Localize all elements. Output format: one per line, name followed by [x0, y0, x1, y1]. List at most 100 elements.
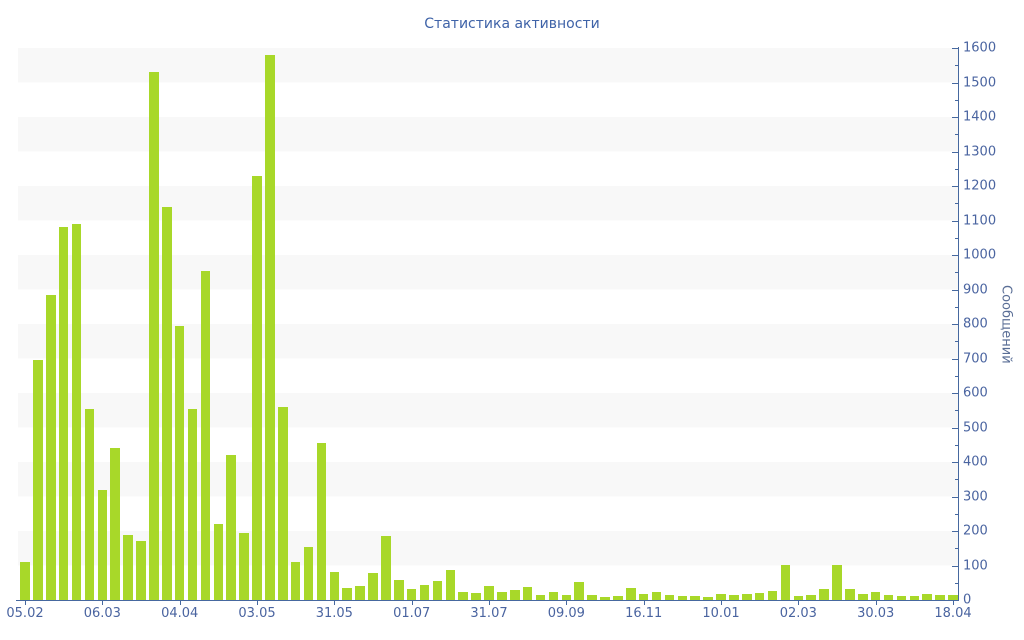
- bar[interactable]: [161, 206, 172, 600]
- bar[interactable]: [136, 540, 146, 600]
- bar[interactable]: [509, 589, 520, 600]
- bar[interactable]: [754, 593, 765, 600]
- bar[interactable]: [600, 596, 610, 600]
- bar[interactable]: [252, 175, 262, 600]
- y-tick-label: 500: [963, 420, 988, 435]
- bar[interactable]: [239, 532, 249, 600]
- y-tick-label: 400: [963, 454, 988, 470]
- y-tick-label: 1100: [963, 213, 997, 228]
- y-major-tick: [952, 358, 958, 360]
- bar[interactable]: [767, 590, 778, 600]
- bar[interactable]: [84, 408, 95, 600]
- bar[interactable]: [522, 586, 533, 600]
- y-tick-label: 1400: [963, 109, 997, 125]
- bar[interactable]: [870, 591, 881, 600]
- bar[interactable]: [174, 325, 185, 600]
- bar[interactable]: [419, 585, 430, 600]
- bar[interactable]: [20, 562, 30, 600]
- bar[interactable]: [883, 595, 894, 600]
- y-tick-label: 800: [963, 316, 988, 332]
- bar[interactable]: [677, 595, 688, 600]
- x-tick-label: 06.03: [83, 606, 121, 621]
- plot-area: [18, 48, 958, 600]
- bar[interactable]: [935, 594, 945, 600]
- y-major-tick: [952, 82, 958, 84]
- bar[interactable]: [948, 595, 958, 600]
- bar[interactable]: [535, 594, 546, 600]
- bar[interactable]: [265, 54, 275, 600]
- y-tick-label: 700: [963, 351, 988, 366]
- bar[interactable]: [368, 572, 378, 600]
- y-major-tick: [952, 427, 958, 429]
- y-minor-tick: [955, 134, 958, 136]
- bar[interactable]: [832, 564, 842, 600]
- bar[interactable]: [729, 594, 739, 600]
- bar[interactable]: [381, 535, 391, 600]
- bar[interactable]: [613, 596, 623, 600]
- bar[interactable]: [922, 594, 933, 600]
- bar[interactable]: [638, 593, 649, 600]
- bar[interactable]: [741, 594, 752, 600]
- x-tick: [643, 601, 645, 605]
- bar[interactable]: [290, 562, 301, 600]
- y-major-tick: [952, 393, 958, 394]
- bar[interactable]: [471, 593, 481, 600]
- bar[interactable]: [857, 594, 868, 600]
- bar[interactable]: [587, 594, 597, 600]
- bar[interactable]: [33, 360, 43, 600]
- bar[interactable]: [432, 580, 443, 600]
- bar[interactable]: [445, 570, 456, 600]
- x-tick: [179, 601, 181, 605]
- bar[interactable]: [780, 564, 791, 600]
- y-major-tick: [952, 48, 958, 49]
- bar[interactable]: [123, 534, 133, 600]
- bar[interactable]: [793, 595, 804, 600]
- y-minor-tick: [955, 65, 958, 67]
- y-axis-title: Сообщений: [998, 284, 1014, 364]
- bar[interactable]: [458, 591, 469, 600]
- bar[interactable]: [497, 592, 507, 600]
- bar[interactable]: [651, 592, 662, 600]
- y-tick-label: 1300: [963, 144, 997, 159]
- x-tick: [953, 601, 954, 605]
- bar[interactable]: [342, 588, 353, 600]
- bar[interactable]: [355, 585, 365, 600]
- x-tick: [566, 601, 568, 605]
- bar[interactable]: [664, 594, 675, 600]
- bar[interactable]: [561, 594, 572, 600]
- bar[interactable]: [896, 595, 907, 600]
- bar[interactable]: [149, 72, 159, 600]
- bar[interactable]: [548, 592, 559, 600]
- bar[interactable]: [625, 587, 636, 600]
- bar[interactable]: [845, 589, 855, 600]
- bar[interactable]: [226, 455, 237, 600]
- bar[interactable]: [200, 270, 211, 600]
- x-axis-line: [16, 600, 959, 601]
- bar[interactable]: [574, 582, 585, 600]
- bar[interactable]: [909, 596, 920, 600]
- bar[interactable]: [97, 489, 108, 600]
- bar[interactable]: [806, 595, 817, 600]
- bar[interactable]: [71, 223, 82, 600]
- bar[interactable]: [703, 596, 713, 600]
- y-tick-label: 1600: [963, 40, 997, 56]
- bar[interactable]: [716, 594, 726, 600]
- bar[interactable]: [277, 406, 288, 600]
- y-axis-line: [958, 47, 959, 601]
- bar[interactable]: [819, 589, 829, 600]
- bar[interactable]: [690, 595, 701, 600]
- bar[interactable]: [187, 408, 198, 600]
- bar[interactable]: [316, 443, 327, 600]
- y-major-tick: [952, 220, 958, 222]
- bar[interactable]: [329, 571, 340, 600]
- x-tick: [798, 601, 800, 605]
- bar[interactable]: [110, 448, 121, 600]
- bar[interactable]: [484, 586, 494, 600]
- y-tick-label: 300: [963, 489, 988, 504]
- bar[interactable]: [393, 580, 404, 600]
- bar[interactable]: [406, 589, 417, 600]
- bar[interactable]: [58, 227, 69, 600]
- bar[interactable]: [303, 546, 314, 600]
- bar[interactable]: [45, 294, 56, 600]
- bar[interactable]: [213, 524, 224, 600]
